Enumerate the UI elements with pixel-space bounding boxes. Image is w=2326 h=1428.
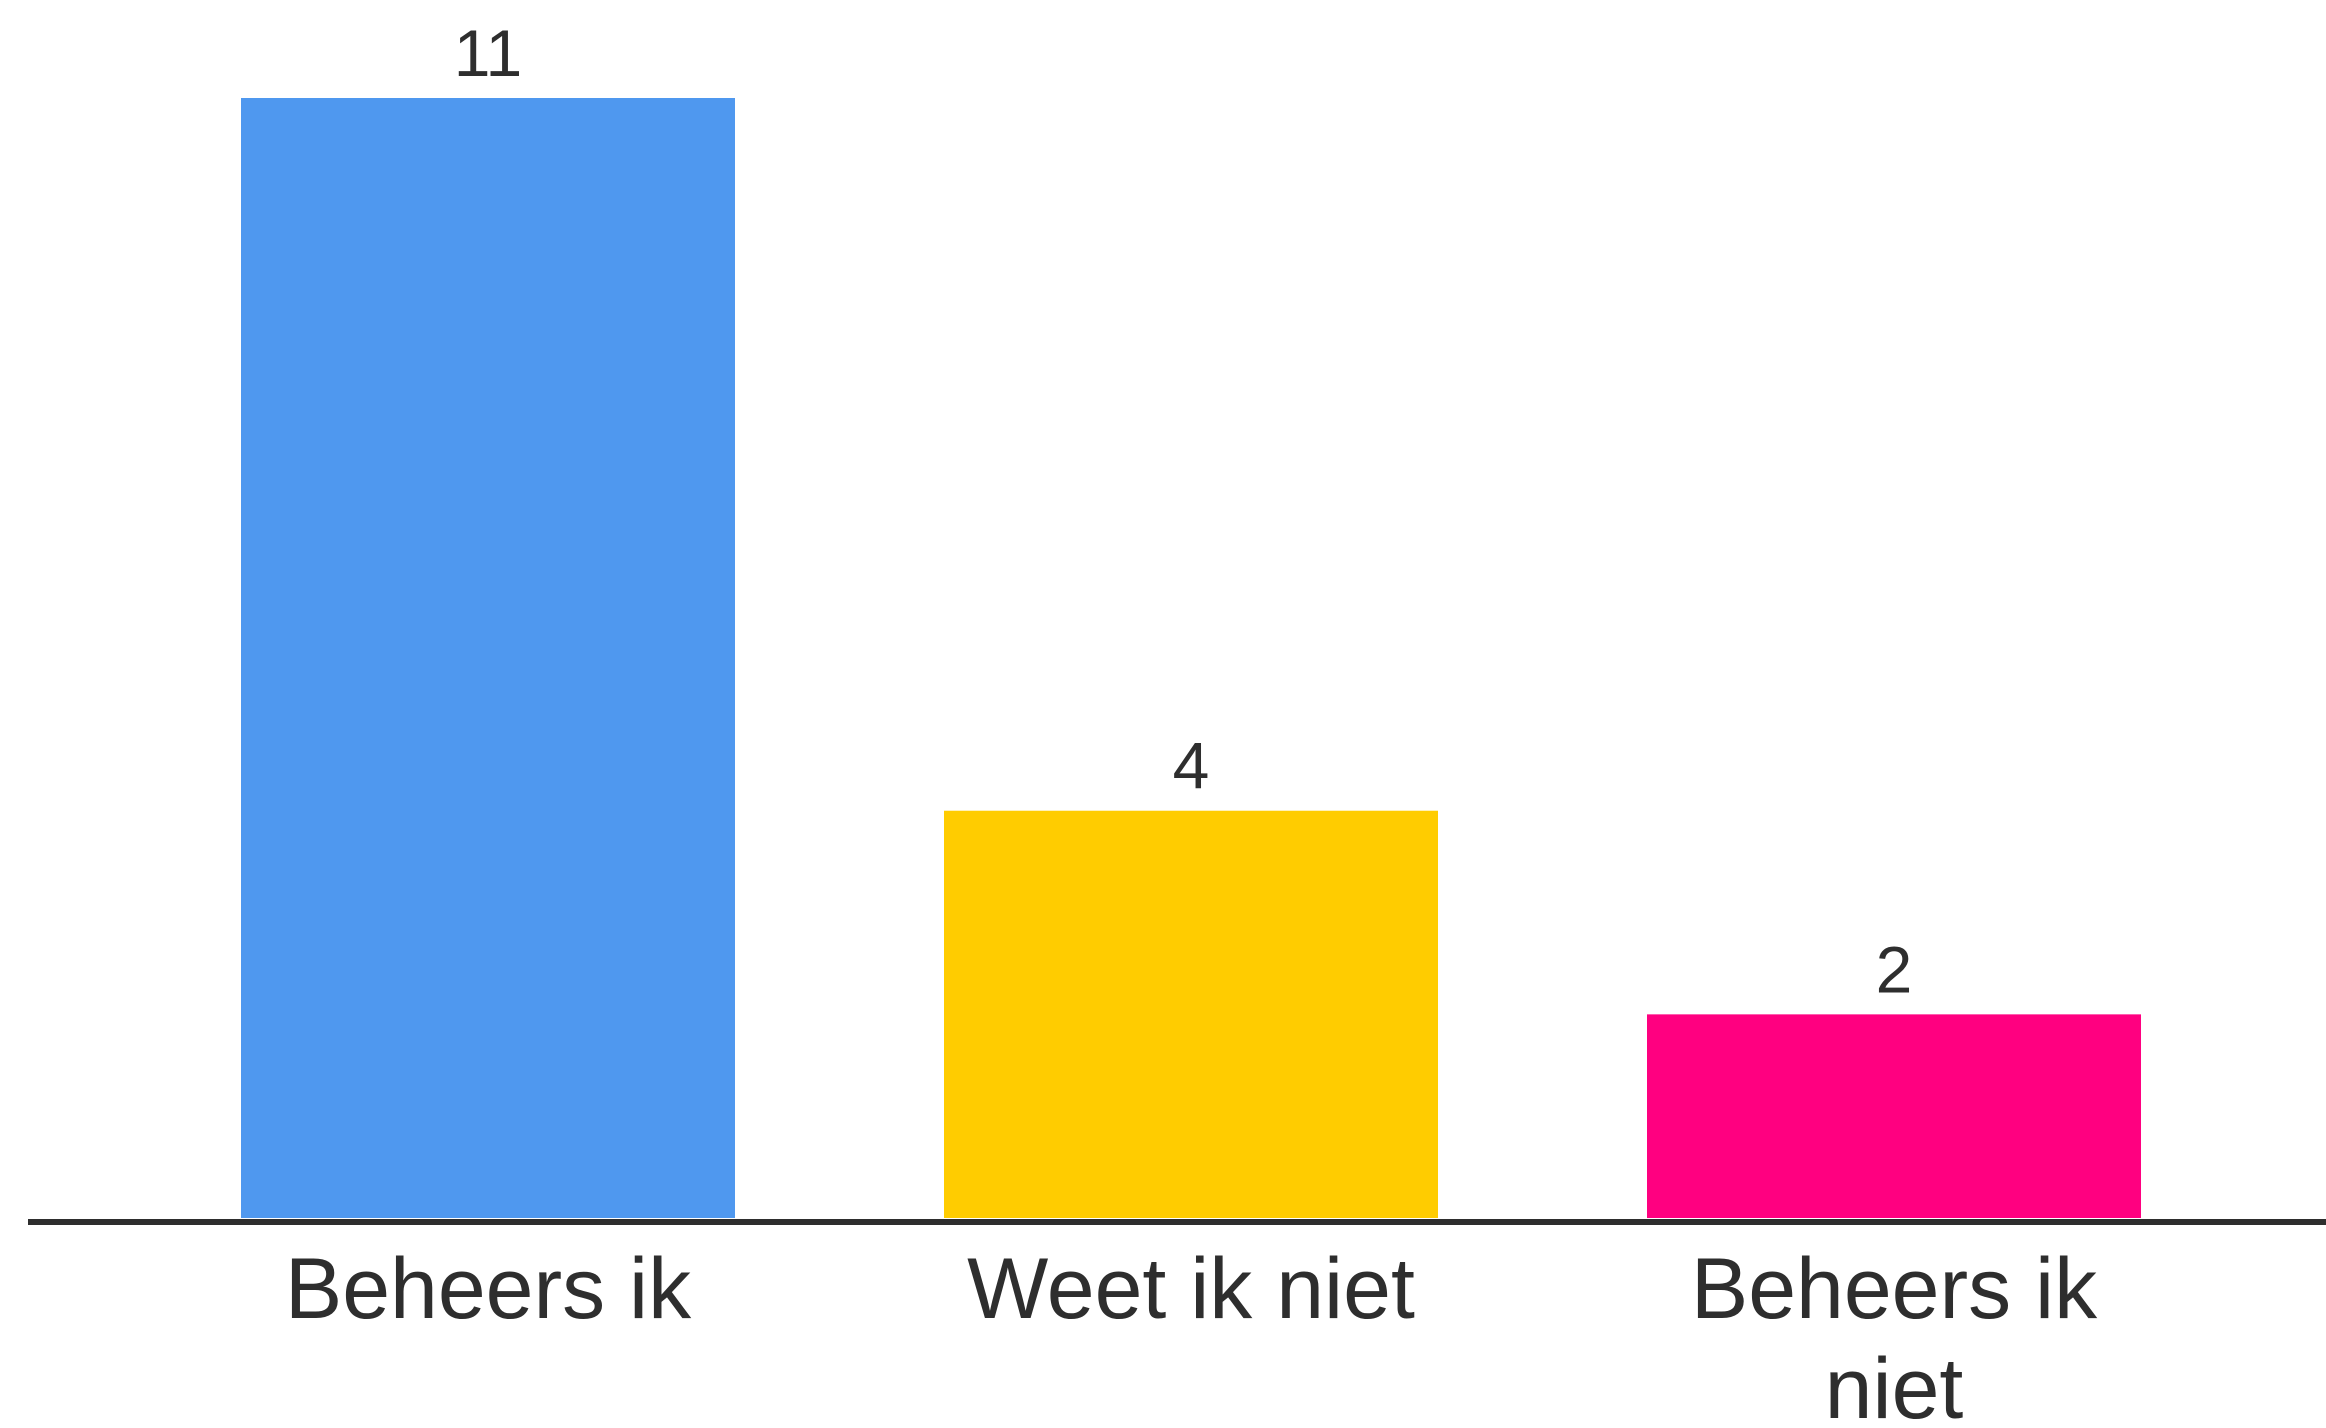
value-labels-group: 11 4 2 (454, 16, 1913, 1006)
bar-3 (1647, 1014, 2141, 1218)
bar-value-label-3: 2 (1876, 932, 1913, 1006)
bar-1 (241, 98, 735, 1218)
bar-value-label-2: 4 (1173, 729, 1210, 803)
category-label-3-line-1: Beheers ik (1691, 1241, 2098, 1337)
category-label-1: Beheers ik (285, 1241, 692, 1337)
bar-2 (944, 810, 1438, 1218)
bars-group (241, 98, 2141, 1218)
bar-value-label-1: 11 (454, 16, 523, 90)
category-label-2: Weet ik niet (967, 1241, 1415, 1337)
category-label-3-line-2: niet (1825, 1341, 1964, 1428)
